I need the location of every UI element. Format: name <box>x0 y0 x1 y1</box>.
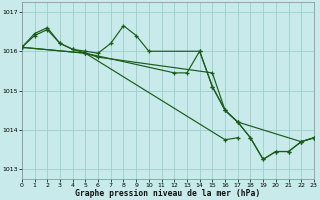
X-axis label: Graphe pression niveau de la mer (hPa): Graphe pression niveau de la mer (hPa) <box>75 189 260 198</box>
